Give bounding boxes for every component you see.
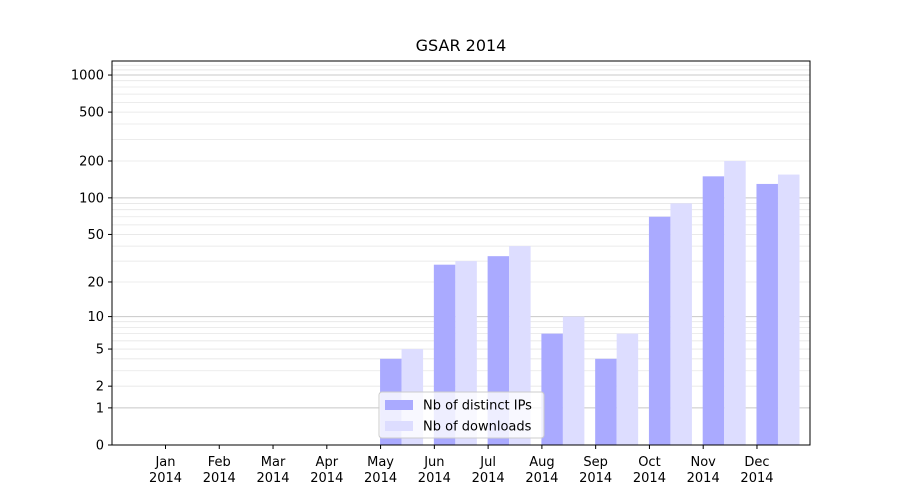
ticks-layer: 0 1 2 5 10 20 50 100 200 500 1000 Jan 2014 Feb 2014 Mar…	[71, 69, 774, 486]
y-tick-label: 500	[79, 106, 104, 121]
plot-frame	[111, 60, 811, 446]
legend-box	[378, 391, 545, 439]
bar-nb-of-downloads	[724, 161, 746, 445]
legend-label: Nb of downloads	[423, 420, 532, 435]
x-tick-label: Oct 2014	[633, 455, 666, 486]
y-tick-label: 100	[79, 191, 104, 206]
y-tick-label: 2	[96, 380, 104, 395]
x-tick-label: Jul 2014	[472, 455, 505, 486]
x-tick-label: Aug 2014	[525, 455, 558, 486]
legend: Nb of distinct IPs Nb of downloads	[378, 391, 545, 439]
bar-nb-of-downloads	[670, 203, 692, 445]
bar-nb-of-distinct-ips	[756, 183, 778, 446]
bar-nb-of-distinct-ips	[595, 358, 617, 445]
legend-label: Nb of distinct IPs	[423, 399, 532, 414]
bar-nb-of-downloads	[562, 316, 585, 445]
x-tick-label: Jan 2014	[149, 455, 182, 486]
bar-nb-of-distinct-ips	[648, 216, 671, 445]
x-tick-label: Apr 2014	[310, 455, 343, 486]
bar-nb-of-downloads	[616, 333, 639, 445]
grid-layer	[112, 64, 810, 409]
y-tick-label: 5	[96, 343, 104, 358]
x-tick-label: Nov 2014	[687, 455, 720, 486]
y-tick-label: 1000	[71, 69, 104, 84]
y-tick-label: 20	[87, 275, 104, 290]
y-tick-label: 0	[96, 439, 104, 454]
y-tick-label: 50	[87, 228, 104, 243]
bar-nb-of-downloads	[777, 174, 800, 445]
y-tick-label: 10	[87, 310, 104, 325]
x-tick-label: Sep 2014	[579, 455, 612, 486]
x-tick-label: Feb 2014	[203, 455, 236, 486]
legend-swatch	[385, 421, 413, 431]
x-tick-label: Mar 2014	[256, 455, 289, 486]
x-tick-label: Dec 2014	[740, 455, 773, 486]
bar-nb-of-distinct-ips	[541, 333, 563, 445]
y-tick-label: 200	[79, 155, 104, 170]
bar-nb-of-distinct-ips	[702, 176, 725, 445]
y-tick-label: 1	[96, 401, 104, 416]
legend-swatch	[385, 400, 413, 410]
x-tick-label: May 2014	[364, 455, 397, 486]
x-tick-label: Jun 2014	[418, 455, 451, 486]
chart-title: GSAR 2014	[416, 36, 507, 55]
